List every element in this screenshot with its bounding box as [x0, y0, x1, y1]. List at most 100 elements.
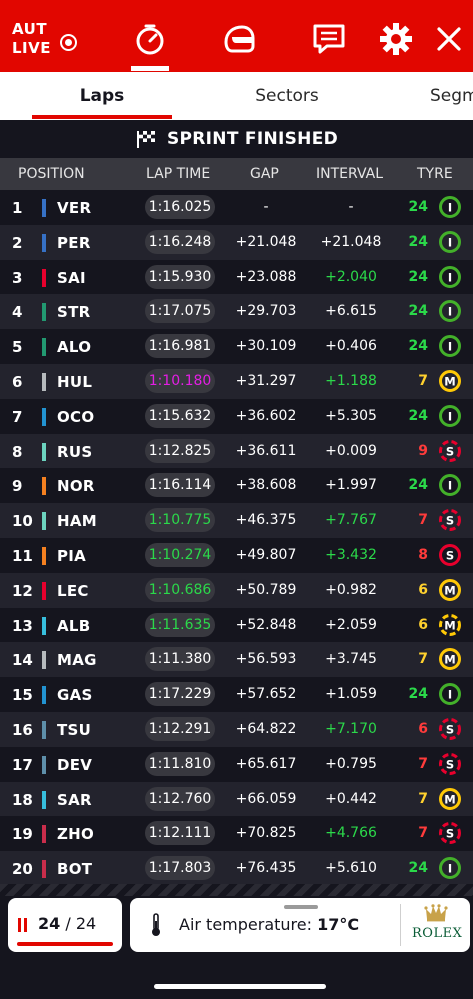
tyre-compound-icon: S	[438, 439, 462, 463]
interval: +0.982	[325, 581, 377, 598]
team-color-bar	[42, 546, 46, 565]
svg-text:I: I	[448, 200, 452, 214]
tab-segments[interactable]: Segm	[430, 86, 473, 106]
driver-position: 12	[12, 581, 33, 600]
header-lap-time: LAP TIME	[146, 166, 211, 182]
header-gap: GAP	[250, 166, 279, 182]
driver-position: 10	[12, 512, 33, 531]
helmet-icon[interactable]	[222, 22, 256, 56]
table-row[interactable]: 18 SAR 1:12.760 +66.059 +0.442 7 M	[0, 781, 473, 817]
driver-position: 6	[12, 372, 23, 391]
table-row[interactable]: 4 STR 1:17.075 +29.703 +6.615 24 I	[0, 294, 473, 330]
tyre-compound-icon: I	[438, 334, 462, 358]
table-row[interactable]: 16 TSU 1:12.291 +64.822 +7.170 6 S	[0, 711, 473, 747]
interval: +7.170	[325, 720, 377, 737]
table-row[interactable]: 2 PER 1:16.248 +21.048 +21.048 24 I	[0, 224, 473, 260]
table-row[interactable]: 17 DEV 1:11.810 +65.617 +0.795 7 S	[0, 746, 473, 782]
driver-position: 16	[12, 720, 33, 739]
gap-to-leader: +30.109	[235, 338, 297, 355]
home-indicator[interactable]	[154, 984, 326, 989]
interval: +5.305	[325, 407, 377, 424]
driver-code: BOT	[57, 860, 93, 879]
gap-to-leader: +56.593	[235, 651, 297, 668]
svg-text:I: I	[448, 339, 452, 353]
chat-icon[interactable]	[312, 22, 346, 56]
lap-time: 1:16.248	[145, 229, 215, 254]
team-color-bar	[42, 477, 46, 496]
tyre-compound-icon: I	[438, 230, 462, 254]
gap-to-leader: +31.297	[235, 372, 297, 389]
table-row[interactable]: 10 HAM 1:10.775 +46.375 +7.767 7 S	[0, 503, 473, 538]
lap-time: 1:17.803	[145, 856, 215, 881]
table-row[interactable]: 1 VER 1:16.025 - - 24 I	[0, 190, 473, 225]
tyre-laps: 24	[408, 303, 428, 320]
table-row[interactable]: 14 MAG 1:11.380 +56.593 +3.745 7 M	[0, 642, 473, 678]
lap-time: 1:11.810	[145, 751, 215, 776]
session-status-text: SPRINT FINISHED	[166, 129, 339, 149]
lap-time: 1:15.632	[145, 403, 215, 428]
gap-to-leader: +21.048	[235, 233, 297, 250]
driver-code: NOR	[57, 477, 95, 496]
tyre-compound-icon: S	[438, 508, 462, 532]
timer-icon[interactable]	[133, 22, 167, 56]
gap-to-leader: +29.703	[235, 303, 297, 320]
tyre-compound-icon: S	[438, 543, 462, 567]
gear-icon[interactable]	[379, 22, 413, 56]
team-color-bar	[42, 268, 46, 287]
driver-code: MAG	[57, 651, 97, 670]
interval: +0.795	[325, 755, 377, 772]
table-row[interactable]: 11 PIA 1:10.274 +49.807 +3.432 8 S	[0, 537, 473, 573]
gap-to-leader: +66.059	[235, 790, 297, 807]
weather-card[interactable]: Air temperature: 17°C ROLEX	[130, 898, 470, 952]
lap-time: 1:16.025	[145, 195, 215, 219]
team-color-bar	[42, 651, 46, 670]
tab-laps[interactable]: Laps	[79, 86, 125, 106]
interval: +3.432	[325, 546, 377, 563]
lap-counter-card[interactable]: 24 / 24	[8, 898, 122, 952]
driver-position: 9	[12, 477, 23, 496]
table-row[interactable]: 3 SAI 1:15.930 +23.088 +2.040 24 I	[0, 259, 473, 295]
lap-time: 1:11.635	[145, 612, 215, 637]
svg-text:I: I	[448, 305, 452, 319]
driver-code: HUL	[57, 372, 93, 391]
driver-position: 3	[12, 268, 23, 287]
crown-icon	[424, 904, 448, 922]
active-tool-indicator	[131, 66, 169, 71]
table-row[interactable]: 13 ALB 1:11.635 +52.848 +2.059 6 M	[0, 607, 473, 643]
table-row[interactable]: 15 GAS 1:17.229 +57.652 +1.059 24 I	[0, 677, 473, 712]
table-row[interactable]: 8 RUS 1:12.825 +36.611 +0.009 9 S	[0, 433, 473, 469]
gap-to-leader: +23.088	[235, 268, 297, 285]
close-icon[interactable]	[432, 22, 466, 56]
svg-text:I: I	[448, 270, 452, 284]
lap-counter: 24 / 24	[38, 914, 96, 933]
drag-handle[interactable]	[284, 905, 318, 909]
gap-to-leader: +36.602	[235, 407, 297, 424]
live-dot-icon	[60, 34, 77, 51]
interval: +1.059	[325, 686, 377, 703]
table-row[interactable]: 20 BOT 1:17.803 +76.435 +5.610 24 I	[0, 851, 473, 886]
driver-code: ALO	[57, 338, 92, 357]
lap-time: 1:11.380	[145, 647, 215, 672]
live-session-indicator[interactable]: AUT LIVE	[12, 20, 51, 58]
svg-text:I: I	[448, 409, 452, 423]
tyre-laps: 6	[418, 616, 428, 633]
table-row[interactable]: 5 ALO 1:16.981 +30.109 +0.406 24 I	[0, 329, 473, 364]
tyre-laps: 24	[408, 338, 428, 355]
driver-position: 8	[12, 442, 23, 461]
tyre-laps: 24	[408, 199, 428, 215]
table-row[interactable]: 9 NOR 1:16.114 +38.608 +1.997 24 I	[0, 468, 473, 504]
table-row[interactable]: 19 ZHO 1:12.111 +70.825 +4.766 7 S	[0, 816, 473, 852]
lap-time: 1:16.981	[145, 334, 215, 359]
table-row[interactable]: 12 LEC 1:10.686 +50.789 +0.982 6 M	[0, 572, 473, 608]
driver-code: RUS	[57, 442, 93, 461]
team-color-bar	[42, 581, 46, 600]
timing-tabs: Laps Sectors Segm	[0, 72, 473, 120]
table-row[interactable]: 7 OCO 1:15.632 +36.602 +5.305 24 I	[0, 398, 473, 434]
tab-sectors[interactable]: Sectors	[255, 86, 319, 106]
driver-code: SAI	[57, 268, 86, 287]
table-row[interactable]: 6 HUL 1:10.180 +31.297 +1.188 7 M	[0, 363, 473, 399]
interval: +5.610	[325, 860, 377, 877]
gap-to-leader: +36.611	[235, 442, 297, 459]
pause-icon[interactable]	[17, 918, 29, 932]
tyre-compound-icon: S	[438, 821, 462, 845]
